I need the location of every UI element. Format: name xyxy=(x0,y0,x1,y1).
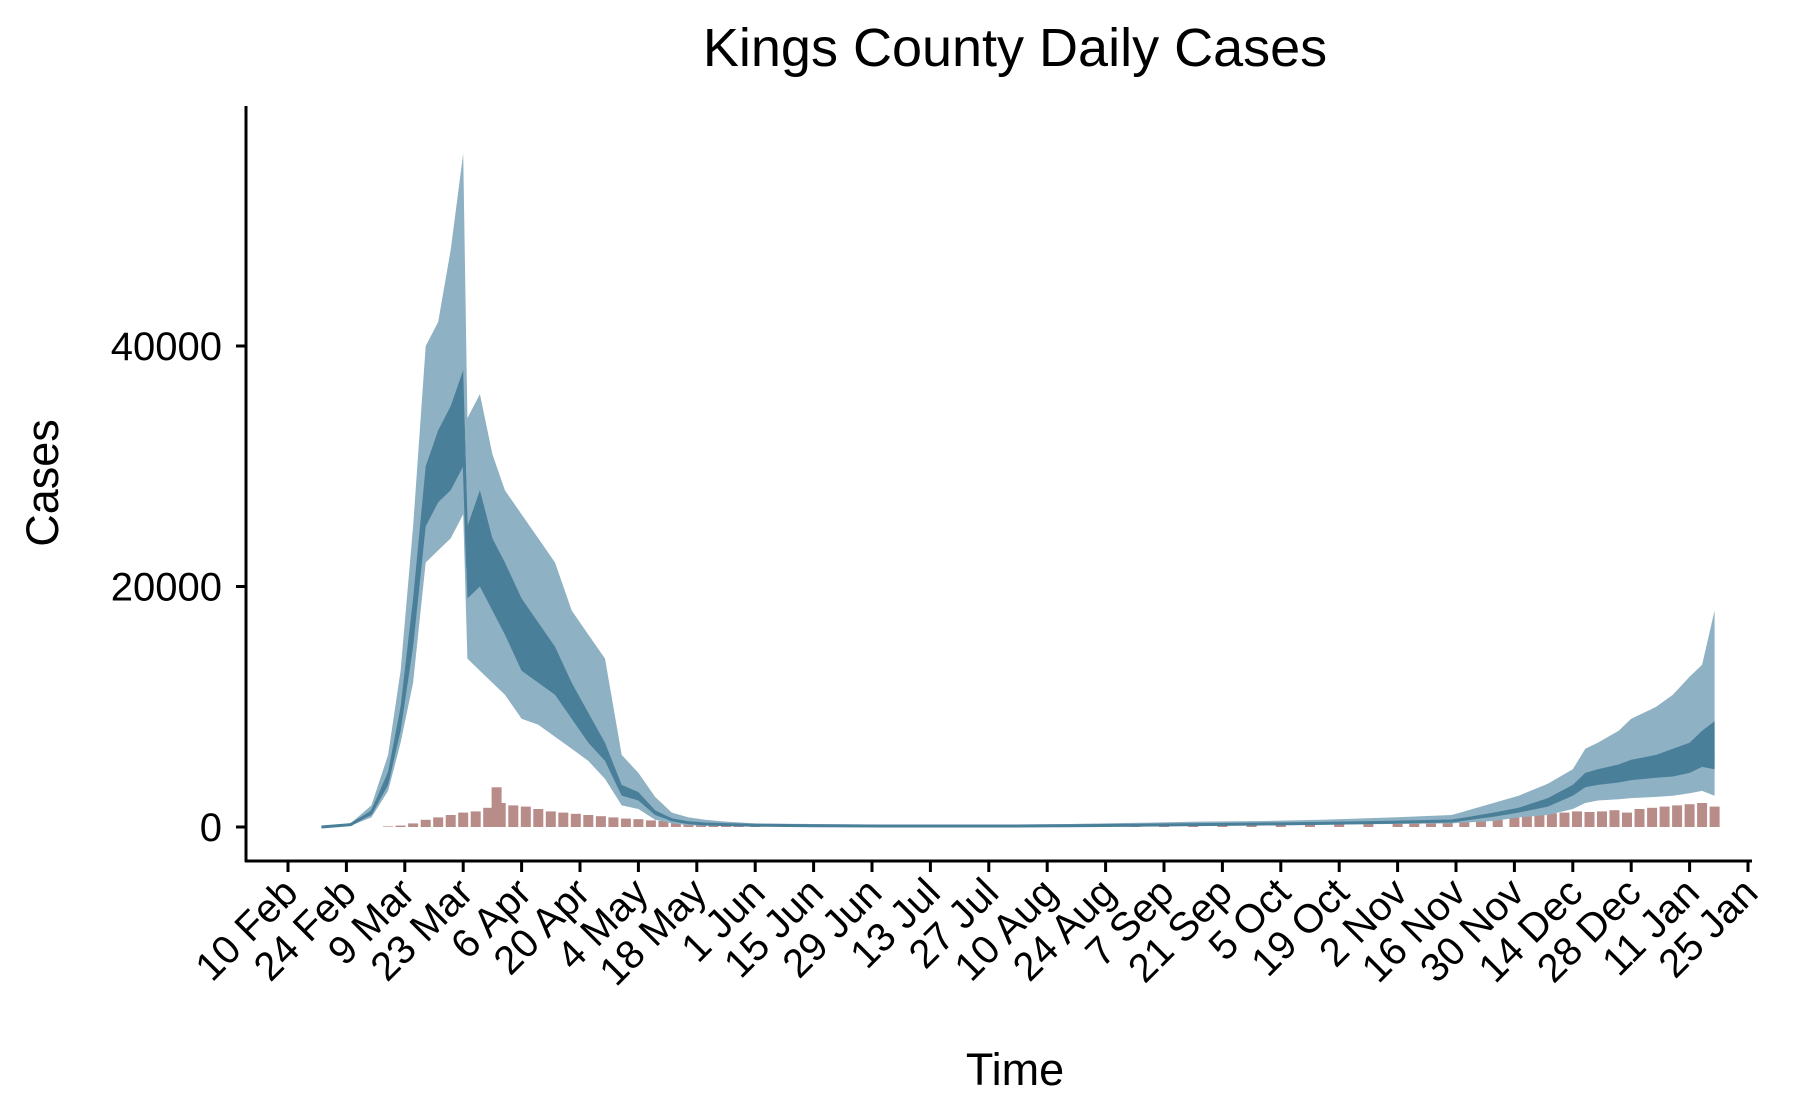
reported-cases-bar xyxy=(1684,804,1695,827)
reported-cases-bar xyxy=(1217,825,1228,827)
reported-cases-bar xyxy=(1305,824,1315,827)
reported-cases-bar xyxy=(1709,806,1720,827)
reported-cases-bar xyxy=(1476,819,1486,827)
reported-cases-bar xyxy=(1426,822,1436,827)
reported-cases-bar xyxy=(1572,811,1582,827)
reported-cases-bar xyxy=(1275,824,1286,827)
reported-cases-bar xyxy=(558,812,569,827)
reported-cases-bar xyxy=(420,819,431,827)
reported-cases-bar xyxy=(620,818,631,827)
reported-cases-bar xyxy=(470,811,481,827)
reported-cases-bar xyxy=(433,817,444,827)
reported-cases-bar xyxy=(1647,807,1658,827)
reported-cases-bar xyxy=(445,815,456,827)
reported-cases-bar xyxy=(1609,810,1620,827)
reported-cases-bar xyxy=(1334,824,1345,827)
reported-cases-bar xyxy=(1409,823,1420,827)
reported-cases-bar xyxy=(483,807,494,827)
reported-cases-bar xyxy=(1509,817,1520,827)
reported-cases-bar xyxy=(1392,823,1403,827)
y-axis-ticks: 0 20000 40000 xyxy=(111,325,246,850)
inner-credible-band xyxy=(321,370,1715,827)
x-axis-title: Time xyxy=(966,1044,1064,1095)
reported-cases-bar xyxy=(1672,805,1683,827)
reported-cases-bar xyxy=(1659,806,1670,827)
reported-cases-bar xyxy=(1188,825,1199,827)
median-estimate-line xyxy=(321,424,1715,829)
reported-cases-bar xyxy=(408,823,419,827)
y-tick-label: 0 xyxy=(200,806,222,850)
plot-area xyxy=(321,153,1720,829)
reported-cases-bar xyxy=(520,806,531,827)
reported-cases-bar xyxy=(1559,812,1570,827)
reported-cases-bar xyxy=(658,821,669,827)
reported-cases-bar xyxy=(1363,824,1374,827)
reported-cases-bar xyxy=(1697,803,1708,827)
reported-cases-bar xyxy=(670,822,681,827)
reported-cases-bar xyxy=(508,805,519,827)
reported-cases-bar xyxy=(1459,820,1470,827)
reported-cases-bar xyxy=(1492,818,1503,827)
reported-cases-bar xyxy=(1622,812,1632,827)
y-axis-title: Cases xyxy=(17,419,68,547)
reported-cases-bar xyxy=(1584,812,1595,827)
reported-cases-bar xyxy=(608,817,619,827)
reported-cases-bar xyxy=(1597,811,1607,827)
reported-cases-bar xyxy=(570,813,581,827)
reported-cases-bar xyxy=(533,809,544,827)
reported-cases-bar xyxy=(395,825,406,827)
reported-cases-bar xyxy=(645,820,656,827)
reported-cases-bar xyxy=(383,826,394,827)
reported-cases-bar xyxy=(495,803,506,827)
reported-cases-bar xyxy=(633,819,644,827)
reported-cases-bar xyxy=(1521,815,1532,827)
outer-credible-band xyxy=(321,153,1715,828)
reported-cases-bar xyxy=(1634,809,1645,827)
reported-cases-bar xyxy=(1546,813,1557,827)
reported-cases-bar xyxy=(583,815,594,827)
reported-cases-bar xyxy=(1534,814,1545,827)
reported-cases-bar xyxy=(545,811,556,827)
reported-cases-bar xyxy=(1246,825,1257,827)
reported-cases-bar xyxy=(1442,821,1453,827)
reported-cases-bar xyxy=(458,812,469,827)
y-tick-label: 20000 xyxy=(111,566,222,610)
chart-title: Kings County Daily Cases xyxy=(703,18,1327,78)
y-tick-label: 40000 xyxy=(111,325,222,369)
reported-cases-bar xyxy=(595,816,606,827)
